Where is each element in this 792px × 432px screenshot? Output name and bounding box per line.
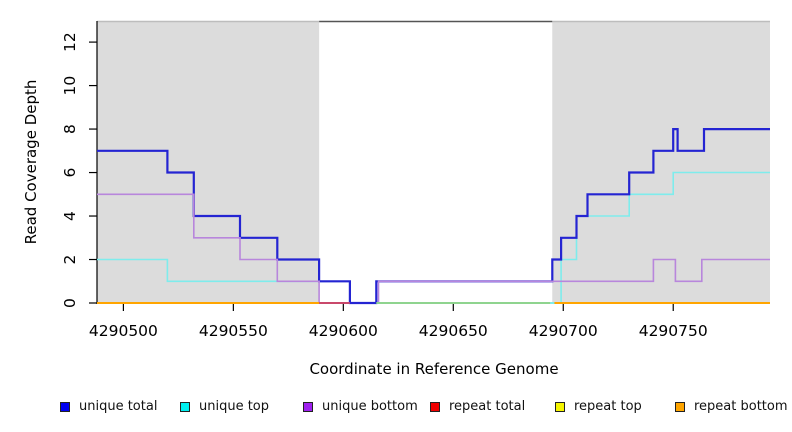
legend-label: repeat top [574, 399, 642, 414]
legend-label: repeat bottom [694, 399, 788, 414]
legend-item-repeat-top: repeat top [555, 400, 642, 414]
legend-item-unique-bottom: unique bottom [303, 400, 418, 414]
x-tick-label: 4290550 [199, 322, 268, 340]
shaded-read-region-left [97, 21, 320, 303]
unique-total-swatch [60, 402, 70, 412]
series-unique-bottom [377, 258, 770, 303]
y-tick-label: 6 [61, 168, 79, 178]
series-unique-bottom [97, 193, 320, 303]
x-tick-label: 4290750 [639, 322, 708, 340]
repeat-total-swatch [430, 402, 440, 412]
x-tick-label: 4290650 [419, 322, 488, 340]
legend-item-unique-top: unique top [180, 400, 269, 414]
y-axis-title: Read Coverage Depth [22, 79, 40, 245]
legend-label: unique bottom [322, 399, 418, 414]
coverage-chart: 4290500 4290550 4290600 4290650 4290700 42907… [61, 20, 770, 340]
repeat-top-swatch [555, 402, 565, 412]
x-tick-label: 4290600 [309, 322, 378, 340]
x-tick-label: 4290700 [529, 322, 598, 340]
y-tick-label: 8 [61, 124, 79, 134]
y-tick-label: 12 [61, 32, 79, 52]
y-tick-label: 4 [61, 211, 79, 221]
legend-item-repeat-bottom: repeat bottom [675, 400, 788, 414]
legend-label: unique total [79, 399, 158, 414]
legend-label: unique top [199, 399, 270, 414]
shaded-read-region-right [552, 21, 770, 303]
y-tick-label: 0 [61, 298, 79, 308]
legend-item-unique-total: unique total [60, 400, 157, 414]
series-unique-total [97, 128, 770, 305]
x-tick-label: 4290500 [89, 322, 158, 340]
unique-top-swatch [180, 402, 190, 412]
x-axis-title: Coordinate in Reference Genome [309, 360, 559, 378]
series-unique-top [560, 171, 770, 303]
repeat-bottom-swatch [675, 402, 685, 412]
legend-label: repeat total [449, 399, 526, 414]
y-tick-label: 2 [61, 255, 79, 265]
unique-bottom-swatch [303, 402, 313, 412]
legend-item-repeat-total: repeat total [430, 400, 525, 414]
y-tick-label: 10 [61, 76, 79, 96]
